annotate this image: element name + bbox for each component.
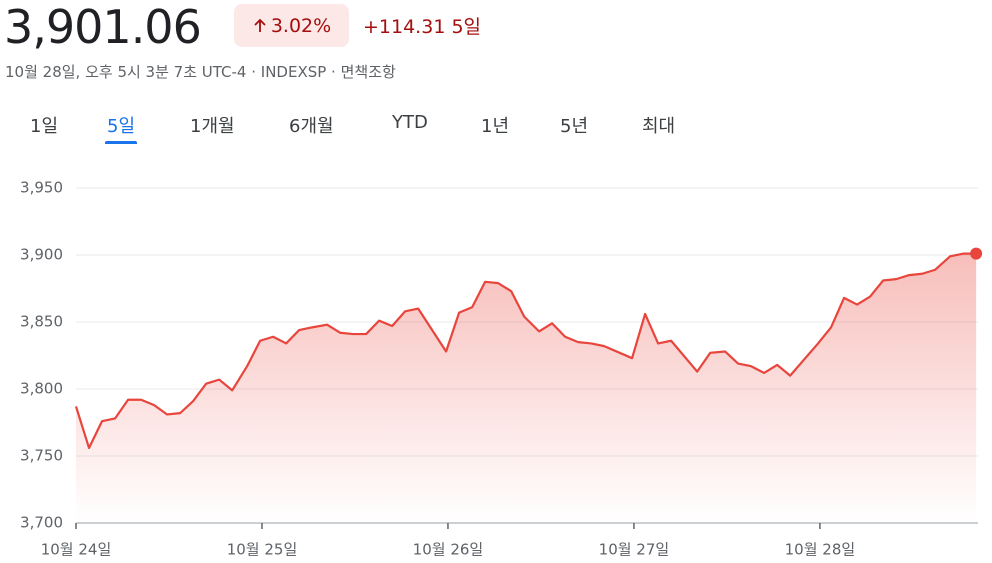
y-tick-label: 3,750: [20, 447, 63, 465]
y-tick-label: 3,800: [20, 380, 63, 398]
change-badge: 3.02%: [234, 4, 349, 47]
x-tick-label: 10월 24일: [41, 541, 112, 559]
change: +114.31 5일: [363, 12, 481, 39]
change-percent: 3.02%: [270, 14, 332, 37]
tab[interactable]: 최대: [642, 116, 676, 137]
y-tick-label: 3,850: [20, 313, 63, 331]
y-tick-label: 3,950: [20, 179, 63, 197]
change-value: +114.31: [363, 16, 446, 38]
tab[interactable]: 5년: [560, 116, 589, 137]
price-line: [74, 252, 977, 450]
last-point: [970, 247, 983, 260]
y-tick-label: 3,700: [20, 514, 63, 532]
tab[interactable]: YTD: [392, 112, 428, 133]
x-tick-label: 10월 26일: [413, 541, 484, 559]
y-tick-label: 3,900: [20, 246, 63, 264]
tab[interactable]: 6개월: [289, 116, 334, 137]
tab[interactable]: 1년: [481, 116, 510, 137]
tab[interactable]: 5일: [104, 112, 138, 144]
tab[interactable]: 1일: [30, 116, 59, 137]
up-arrow: [254, 18, 266, 32]
subtitle: 10월 28일, 오후 5시 3분 7초 UTC-4 · INDEXSP · 면…: [5, 63, 396, 81]
tab[interactable]: 1개월: [190, 116, 235, 137]
x-tick-label: 10월 25일: [227, 541, 298, 559]
period: 5일: [451, 16, 482, 38]
price: 3,901.06: [4, 0, 202, 54]
x-tick-label: 10월 27일: [599, 541, 670, 559]
area-fill: [76, 253, 977, 524]
x-tick-label: 10월 28일: [785, 541, 856, 559]
